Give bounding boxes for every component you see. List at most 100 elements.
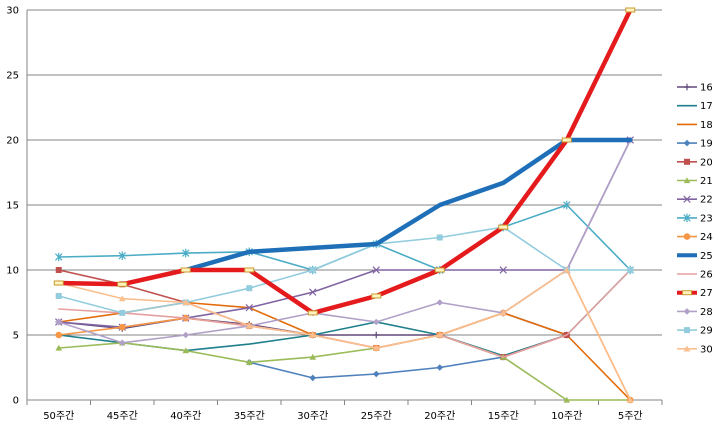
data-point <box>246 285 253 292</box>
data-point <box>309 288 317 296</box>
y-tick-label: 10 <box>6 266 19 277</box>
data-point <box>118 323 126 331</box>
x-tick-label: 5주간 <box>618 410 643 422</box>
data-point <box>309 331 317 338</box>
data-point <box>372 344 380 351</box>
data-point <box>244 267 255 273</box>
data-point <box>683 177 691 184</box>
series-26 <box>58 269 632 358</box>
data-point <box>55 293 62 299</box>
y-tick-label: 30 <box>6 6 19 17</box>
data-point <box>53 280 64 286</box>
series-19 <box>245 353 507 382</box>
data-point <box>683 213 691 223</box>
axes: 0 5 10 15 20 25 30 50주간 45주간 40주간 35주간 30주간 25주간 20주간… <box>6 6 663 422</box>
x-tick-label: 50주간 <box>43 410 74 422</box>
x-tick-label: 15주간 <box>488 410 519 422</box>
legend-label: 22 <box>700 195 713 206</box>
series-line <box>56 7 633 316</box>
data-point <box>55 252 63 262</box>
legend-item-16: 16 <box>677 83 713 94</box>
data-point <box>563 200 571 210</box>
data-point <box>436 364 444 371</box>
x-tick-label: 30주간 <box>297 410 328 422</box>
data-point <box>683 195 691 203</box>
legend-label: 27 <box>700 288 713 299</box>
x-tick-label: 45주간 <box>107 410 138 422</box>
series-line <box>183 137 633 273</box>
legend-label: 18 <box>700 120 713 131</box>
data-point <box>627 267 634 273</box>
data-point <box>372 331 380 339</box>
data-point <box>182 347 190 354</box>
legend-label: 25 <box>700 251 713 262</box>
legend-label: 26 <box>700 270 713 281</box>
legend-label: 21 <box>700 176 713 187</box>
legend-label: 29 <box>700 326 713 337</box>
legend-item-29: 29 <box>677 326 713 337</box>
y-tick-label: 0 <box>13 396 19 407</box>
legend-label: 16 <box>700 83 713 94</box>
legend-label: 30 <box>700 344 713 355</box>
series-line <box>58 312 568 336</box>
legend-label: 23 <box>700 213 713 224</box>
series-lines <box>53 7 636 404</box>
data-point <box>683 139 691 147</box>
data-point <box>436 299 444 306</box>
y-tick-label: 5 <box>13 331 19 342</box>
data-point <box>683 345 691 352</box>
legend-item-22: 22 <box>677 195 713 206</box>
data-point <box>245 303 253 312</box>
data-point <box>372 266 380 274</box>
data-point <box>499 309 507 316</box>
legend-item-20: 20 <box>677 157 713 168</box>
data-point <box>498 224 509 230</box>
legend-label: 17 <box>700 101 713 112</box>
legend-item-30: 30 <box>677 344 713 355</box>
data-point <box>118 339 126 347</box>
data-point <box>372 318 380 326</box>
data-point <box>625 7 636 13</box>
legend-label: 24 <box>700 232 713 243</box>
data-point <box>563 266 571 273</box>
data-point <box>307 310 318 316</box>
legend-item-23: 23 <box>677 213 713 224</box>
data-point <box>55 318 63 326</box>
legend-item-19: 19 <box>677 139 713 150</box>
legend-label: 28 <box>700 307 713 318</box>
data-point <box>684 158 690 165</box>
gridlines <box>27 9 662 336</box>
data-point <box>119 309 126 316</box>
data-point <box>436 331 444 338</box>
series-27 <box>53 7 636 316</box>
data-point <box>55 267 62 273</box>
data-point <box>245 322 253 329</box>
legend-item-27: 27 <box>677 288 713 299</box>
y-tick-label: 25 <box>6 71 19 82</box>
series-line <box>58 226 632 314</box>
series-line <box>58 334 632 401</box>
data-point <box>436 234 443 241</box>
data-point <box>55 344 63 351</box>
legend-label: 19 <box>700 139 713 150</box>
data-point <box>182 248 190 258</box>
data-point <box>683 233 691 240</box>
series-line <box>58 269 632 358</box>
data-point <box>118 251 126 260</box>
series-line <box>58 204 632 271</box>
data-point <box>683 308 691 315</box>
legend-item-28: 28 <box>677 307 713 318</box>
series-23 <box>55 200 634 275</box>
x-tick-label: 10주간 <box>551 410 582 422</box>
data-point <box>683 83 691 91</box>
legend-item-18: 18 <box>677 120 713 131</box>
data-point <box>563 396 571 403</box>
legend: 16 17 18 19 20 21 22 23 24 25 26 27 28 29 30 <box>677 83 713 355</box>
x-tick-label: 25주간 <box>361 410 392 422</box>
data-point <box>180 267 191 273</box>
data-point <box>182 299 190 306</box>
legend-item-26: 26 <box>677 270 713 281</box>
y-tick-label: 15 <box>6 201 19 212</box>
